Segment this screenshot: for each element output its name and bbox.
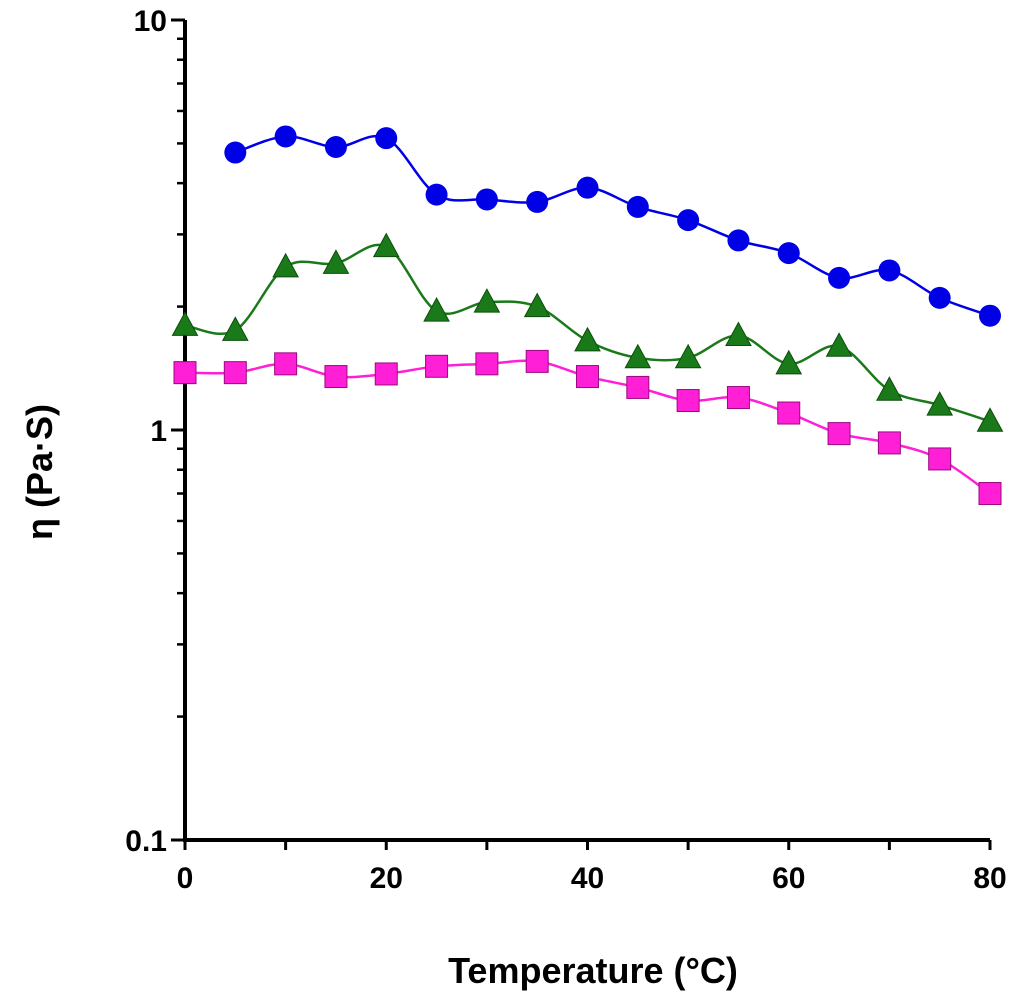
data-point	[576, 365, 599, 389]
data-point	[475, 188, 498, 211]
data-point	[423, 297, 450, 322]
data-point	[677, 209, 700, 232]
x-tick-label: 80	[973, 862, 1006, 895]
data-point	[877, 431, 901, 455]
data-point	[223, 361, 247, 385]
data-point	[876, 376, 903, 401]
data-point	[978, 482, 1002, 506]
data-point	[979, 304, 1001, 327]
data-point	[825, 332, 853, 357]
data-point	[777, 401, 801, 425]
data-point	[425, 183, 448, 206]
x-tick-label: 60	[772, 862, 805, 895]
data-point	[525, 349, 549, 373]
data-point	[473, 288, 501, 313]
data-point	[171, 311, 199, 336]
data-point	[676, 389, 700, 413]
data-point	[272, 252, 299, 278]
data-point	[624, 343, 652, 369]
data-point	[926, 391, 954, 416]
data-point	[274, 125, 297, 148]
data-point	[727, 229, 750, 252]
series-blue-circles	[224, 125, 1001, 327]
series-magenta-squares	[173, 349, 1002, 506]
data-point	[626, 375, 650, 399]
data-point	[173, 361, 197, 385]
data-point	[674, 343, 702, 369]
data-point	[878, 259, 901, 282]
data-point	[777, 242, 800, 265]
data-point	[425, 354, 449, 378]
data-point	[828, 266, 851, 289]
data-point	[274, 352, 298, 376]
y-tick-label: 10	[134, 5, 167, 38]
data-point	[827, 422, 851, 446]
data-point	[324, 136, 347, 159]
series-line-blue-circles	[234, 134, 991, 317]
data-point	[221, 316, 249, 341]
data-point	[928, 286, 951, 309]
series-green-triangles	[171, 232, 1004, 432]
data-point	[928, 447, 952, 471]
data-point	[322, 249, 350, 274]
data-point	[374, 362, 398, 386]
data-point	[224, 141, 247, 164]
data-point	[574, 326, 601, 352]
data-point	[976, 407, 1004, 432]
y-axis-title: η (Pa·S)	[19, 404, 60, 540]
data-point	[725, 321, 752, 347]
axes: 0.1 1 10 0 20 40 60 80	[125, 5, 1006, 895]
x-tick-label: 0	[177, 862, 194, 895]
x-tick-label: 40	[571, 862, 604, 895]
x-axis-title: Temperature (°C)	[448, 950, 738, 991]
data-point	[375, 127, 398, 150]
data-point	[626, 195, 649, 218]
data-point	[523, 292, 551, 318]
y-tick-label: 1	[150, 415, 167, 448]
data-point	[372, 232, 400, 258]
data-point	[526, 190, 549, 213]
data-point	[576, 176, 599, 199]
series-layer	[171, 125, 1004, 506]
data-point	[475, 352, 499, 376]
data-point	[775, 349, 803, 375]
data-point	[324, 365, 348, 389]
labels: Temperature (°C) η (Pa·S)	[19, 404, 738, 991]
x-tick-label: 20	[370, 862, 403, 895]
data-point	[726, 386, 750, 410]
y-tick-label: 0.1	[125, 825, 167, 858]
